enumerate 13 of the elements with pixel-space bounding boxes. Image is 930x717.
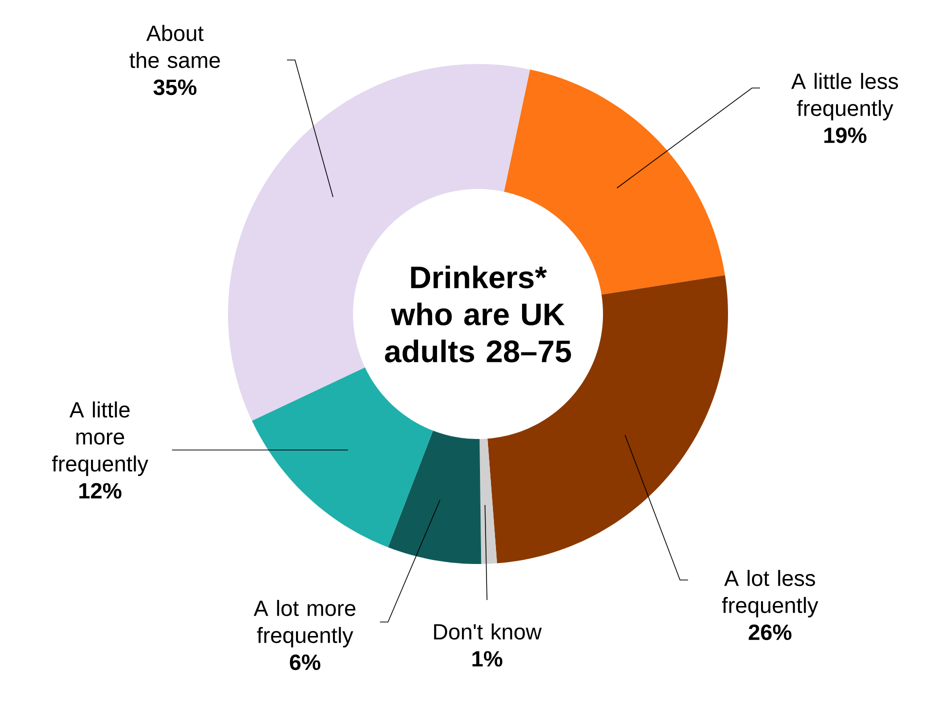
data-label: 6%	[290, 654, 320, 670]
data-label: 35%	[153, 79, 196, 96]
slice-label: About the same	[129, 24, 220, 68]
slice-label: A lot less frequently	[722, 570, 818, 618]
data-label: 26%	[748, 624, 792, 640]
slice-label: A lot more frequently	[254, 600, 356, 648]
slice-label: Don't know	[434, 623, 542, 640]
text: Drinkers* who are UK adults 28–75	[384, 266, 572, 362]
data-label: 1%	[472, 651, 502, 667]
slice-label: A little more frequently	[52, 401, 148, 476]
data-label: 12%	[79, 483, 122, 499]
data-label: 19%	[824, 128, 866, 144]
slice-label: A little less frequently	[791, 72, 898, 120]
